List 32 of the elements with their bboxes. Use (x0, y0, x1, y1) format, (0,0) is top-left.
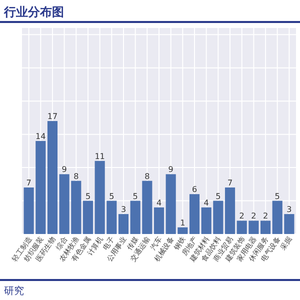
data-label: 14 (36, 132, 46, 141)
data-label: 3 (120, 205, 126, 214)
data-label: 2 (262, 212, 268, 221)
bar (118, 214, 129, 234)
data-label: 7 (227, 178, 233, 188)
data-label: 11 (94, 152, 105, 161)
chart-title: 行业分布图 (3, 5, 64, 19)
bar (224, 187, 236, 234)
data-label: 17 (47, 112, 58, 122)
data-label: 5 (109, 192, 114, 201)
data-label: 5 (85, 192, 91, 201)
bar (154, 207, 164, 234)
text: 研究 (4, 285, 24, 297)
data-label: 8 (74, 172, 79, 181)
data-label: 5 (274, 192, 280, 201)
data-label: 4 (156, 198, 162, 208)
data-label: 2 (239, 212, 244, 221)
data-label: 5 (216, 192, 221, 201)
data-label: 2 (251, 212, 256, 221)
data-label: 9 (62, 165, 67, 174)
data-label: 9 (168, 165, 174, 174)
data-label: 1 (180, 218, 186, 228)
bar (189, 194, 200, 234)
data-label: 6 (192, 185, 198, 194)
data-label: 4 (204, 198, 209, 208)
data-label: 3 (286, 205, 292, 214)
bar (82, 200, 94, 234)
bar (47, 121, 58, 234)
bar (260, 220, 271, 234)
data-label: 5 (132, 192, 138, 201)
data-label: 7 (26, 178, 32, 188)
data-label: 8 (144, 172, 150, 181)
